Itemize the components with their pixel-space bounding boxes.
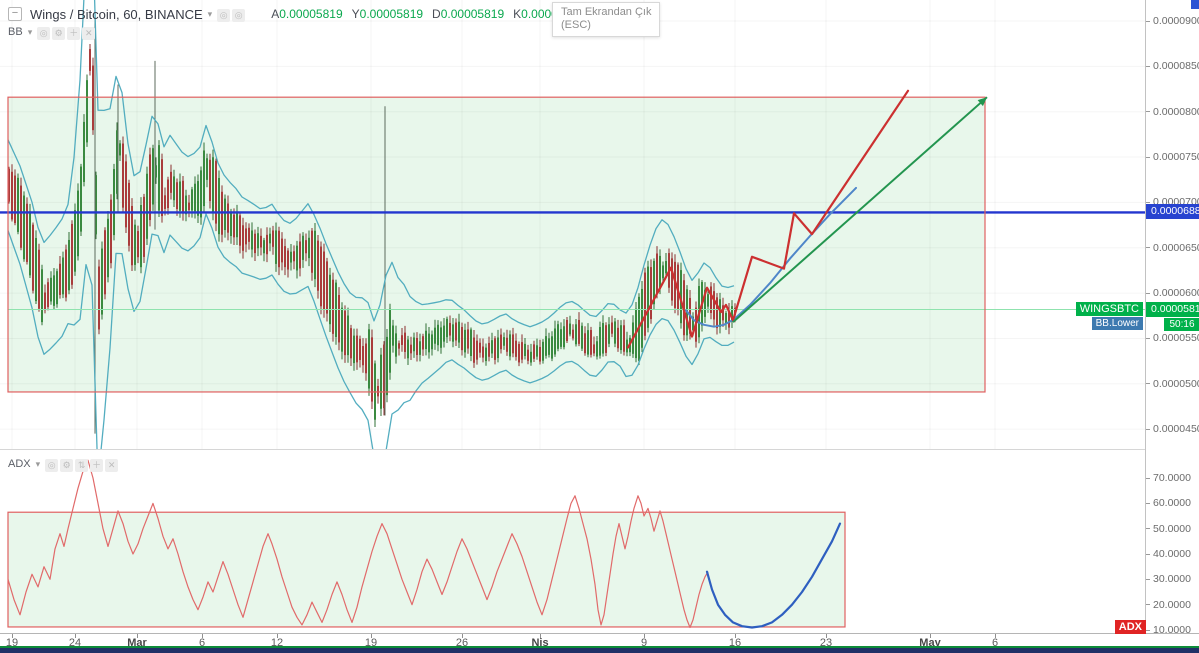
- ohlc-label: A: [271, 7, 280, 21]
- add-icon[interactable]: ＋: [90, 459, 104, 472]
- visibility-icon[interactable]: ◎: [45, 459, 59, 472]
- chevron-down-icon[interactable]: ▾: [207, 8, 213, 19]
- time-tick: [462, 634, 463, 638]
- axis-tick: [1146, 201, 1150, 203]
- time-axis-label: 6: [991, 637, 999, 649]
- chevron-down-icon[interactable]: ▾: [35, 458, 41, 469]
- bb-indicator-label[interactable]: BB: [8, 26, 23, 38]
- time-tick: [12, 634, 13, 638]
- axis-tick: [1146, 156, 1150, 158]
- pane-divider[interactable]: [0, 449, 1199, 450]
- symbol-title[interactable]: Wings / Bitcoin, 60, BINANCE: [30, 6, 203, 22]
- time-tick: [202, 634, 203, 638]
- add-icon[interactable]: ＋: [67, 27, 81, 40]
- close-icon[interactable]: ✕: [105, 459, 119, 472]
- close-icon[interactable]: ✕: [82, 27, 96, 40]
- chevron-down-icon[interactable]: ▾: [27, 26, 33, 37]
- last-price-label: 0.00005819: [1146, 301, 1199, 317]
- ohlc-value: 0.00005819: [359, 7, 424, 21]
- time-axis-label: 9: [640, 637, 648, 649]
- time-tick: [75, 634, 76, 638]
- bar-countdown-label: 50:16: [1164, 317, 1199, 331]
- axis-tick: [1146, 629, 1150, 631]
- adx-chart-svg[interactable]: [0, 450, 1145, 633]
- ohlc-label: D: [432, 7, 441, 21]
- ohlc-value: 0.00005819: [440, 7, 505, 21]
- adx-axis-label: 60.0000: [1153, 497, 1191, 510]
- time-tick: [995, 634, 996, 638]
- ohlc-label: K: [513, 7, 522, 21]
- adx-axis-label: 40.0000: [1153, 548, 1191, 560]
- time-tick: [371, 634, 372, 638]
- bb-icon-group: ◎ ⚙ ＋ ✕: [37, 23, 97, 41]
- axis-tick: [1146, 528, 1150, 530]
- price-axis-label: 0.00009000: [1153, 15, 1199, 27]
- fullscreen-tooltip: Tam Ekrandan Çık (ESC): [552, 2, 661, 37]
- settings-icon[interactable]: ⚙: [52, 27, 66, 40]
- axis-tick: [1146, 428, 1150, 430]
- time-axis-label: 6: [198, 637, 206, 649]
- axis-tick: [1146, 337, 1150, 339]
- settings-icon[interactable]: ⚙: [60, 459, 74, 472]
- time-tick: [735, 634, 736, 638]
- legend-icon-group: ◎ ◎: [217, 5, 247, 23]
- time-tick: [930, 634, 931, 638]
- axis-tick: [1146, 111, 1150, 113]
- price-axis-label: 0.00007500: [1153, 151, 1199, 164]
- visibility-icon[interactable]: ◎: [217, 9, 231, 22]
- bb-lower-tag: BB.Lower: [1091, 317, 1143, 330]
- price-axis-label: 0.00006500: [1153, 241, 1199, 254]
- ohlc-value: 0.00005819: [279, 7, 343, 21]
- axis-tick: [1146, 20, 1150, 22]
- time-tick: [644, 634, 645, 638]
- axis-tick: [1146, 604, 1150, 606]
- price-axis[interactable]: 0.00006889 0.00005819 50:16 0.00009000 0.…: [1145, 0, 1199, 636]
- time-tick: [137, 634, 138, 638]
- axis-tick: [1146, 578, 1150, 580]
- move-pane-icon[interactable]: ⇅: [75, 459, 89, 472]
- time-tick: [540, 634, 541, 638]
- visibility-icon[interactable]: ◎: [37, 27, 51, 40]
- price-axis-label: 0.00006000: [1153, 287, 1199, 300]
- adx-indicator-label[interactable]: ADX: [8, 458, 31, 470]
- axis-tick: [1146, 65, 1150, 67]
- adx-icon-group: ◎ ⚙ ⇅ ＋ ✕: [45, 455, 120, 473]
- bottom-bar: [0, 648, 1199, 653]
- axis-tick: [1146, 383, 1150, 385]
- adx-axis-label: 20.0000: [1153, 598, 1191, 611]
- axis-tick: [1146, 553, 1150, 555]
- adx-axis-label: 70.0000: [1153, 472, 1191, 485]
- collapse-pane-icon[interactable]: −: [8, 7, 22, 21]
- ohlc-values: A0.00005819Y0.00005819D0.00005819K0.0000…: [262, 7, 584, 21]
- hline-price-label: 0.00006889: [1146, 204, 1199, 220]
- source-icon[interactable]: ◎: [232, 9, 246, 22]
- adx-indicator-header: ADX ▾ ◎ ⚙ ⇅ ＋ ✕: [8, 455, 120, 473]
- adx-axis-label: 50.0000: [1153, 522, 1191, 535]
- axis-tick: [1146, 502, 1150, 504]
- axis-tick: [1146, 292, 1150, 294]
- time-tick: [826, 634, 827, 638]
- tooltip-title: Tam Ekrandan Çık: [561, 6, 652, 18]
- adx-axis-label: 30.0000: [1153, 573, 1191, 586]
- time-tick: [277, 634, 278, 638]
- tooltip-shortcut: (ESC): [561, 19, 591, 31]
- price-axis-label: 0.00008500: [1153, 60, 1199, 73]
- price-axis-label: 0.00004500: [1153, 423, 1199, 436]
- adx-tag: ADX: [1114, 620, 1146, 634]
- chart-legend: − Wings / Bitcoin, 60, BINANCE ▾ ◎ ◎ A0.0…: [8, 5, 585, 41]
- ohlc-label: Y: [351, 7, 360, 21]
- axis-tick: [1146, 477, 1150, 479]
- price-axis-label: 0.00008000: [1153, 105, 1199, 118]
- symbol-tag: WINGSBTC: [1075, 302, 1143, 316]
- axis-tick: [1146, 247, 1150, 249]
- price-axis-label: 0.00005000: [1153, 377, 1199, 390]
- price-axis-label: 0.00005500: [1153, 332, 1199, 345]
- corner-widget[interactable]: [1191, 0, 1199, 9]
- main-chart-svg[interactable]: [0, 0, 1145, 450]
- bottom-green-line: [0, 646, 1199, 648]
